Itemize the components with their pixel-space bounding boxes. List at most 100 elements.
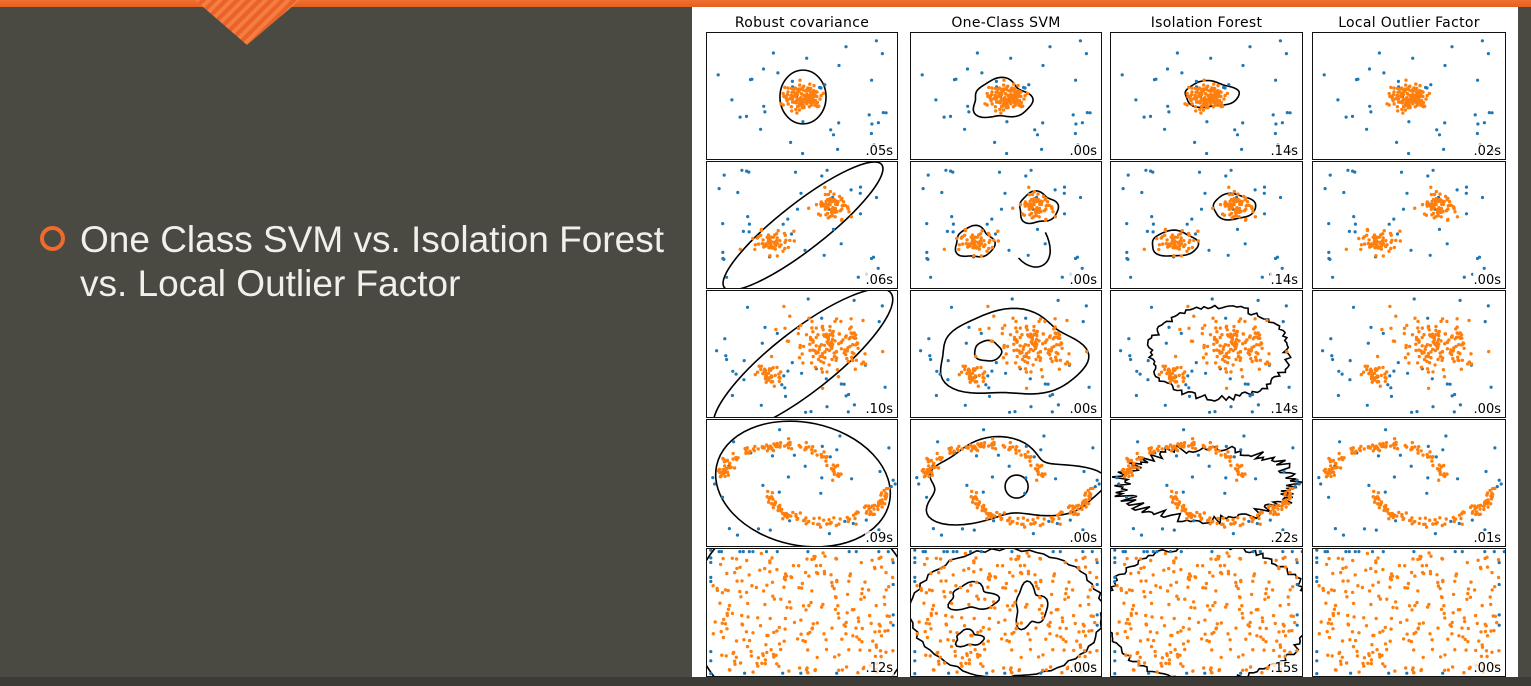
inlier-point [1465,597,1469,601]
inlier-point [1219,101,1223,105]
inlier-point [823,192,828,197]
fit-time-label: .15s [1269,661,1299,676]
inlier-point [1438,472,1442,476]
inlier-point [1384,244,1388,249]
inlier-point [725,470,730,474]
inlier-point [1407,361,1411,365]
outlier-point [1187,386,1191,390]
outlier-point [1483,528,1487,532]
inlier-point [1478,565,1483,570]
inlier-point [1138,456,1142,460]
inlier-point [810,589,814,593]
inlier-point [791,510,795,515]
inlier-point [1373,497,1377,501]
inlier-point [767,236,771,240]
inlier-point [1238,595,1242,600]
inlier-point [993,105,998,109]
inlier-point [879,500,884,504]
inlier-point [927,588,932,592]
inlier-point [1190,86,1194,90]
inlier-point [1228,455,1232,460]
inlier-point [775,236,779,240]
outlier-point [1047,519,1051,523]
inlier-point [1436,357,1440,362]
inlier-point [999,104,1004,109]
outlier-point [1327,250,1331,254]
inlier-point [1127,474,1131,479]
inlier-point [733,570,737,575]
scatter-panel-r1-c3: .00s [1312,161,1506,289]
inlier-point [1226,572,1231,576]
outlier-point [876,266,880,270]
inlier-point [1395,514,1399,518]
inlier-point [763,658,768,662]
inlier-point [1453,210,1457,214]
inlier-point [876,507,880,512]
outlier-point [1497,613,1501,617]
outlier-point [1032,455,1036,459]
inlier-point [1208,522,1212,526]
inlier-point [1428,518,1432,522]
outlier-point [730,98,734,102]
inlier-point [974,580,979,584]
inlier-point [966,245,970,249]
inlier-point [830,580,834,585]
inlier-point [1027,350,1031,354]
inlier-point [771,366,775,370]
inlier-point [1029,522,1033,526]
outlier-point [913,575,917,579]
outlier-point [887,446,891,450]
outlier-point [759,403,763,407]
inlier-point [1014,448,1018,452]
inlier-point [1053,215,1058,219]
outlier-point [1348,378,1352,382]
outlier-point [1441,671,1445,675]
inlier-point [763,661,767,666]
inlier-point [1174,380,1179,384]
inlier-point [860,587,865,591]
inlier-point [1023,605,1028,609]
inlier-point [1201,564,1205,568]
inlier-point [1436,584,1441,588]
inlier-point [828,189,833,194]
inlier-point [1026,572,1031,576]
inlier-point [884,588,888,592]
inlier-point [776,508,780,513]
outlier-point [1121,187,1125,191]
inlier-point [1174,556,1178,560]
outlier-point [1295,478,1299,482]
outlier-point [764,550,769,554]
inlier-point [1021,516,1026,520]
inlier-point [1274,504,1279,508]
inlier-point [1149,558,1153,563]
inlier-point [761,371,765,376]
inlier-point [805,102,809,106]
inlier-point [922,562,927,567]
inlier-point [1442,375,1447,379]
outlier-point [1145,229,1149,233]
scatter-plot [915,428,1101,537]
inlier-point [867,613,872,618]
inlier-point [959,370,964,374]
inlier-point [1423,347,1427,352]
inlier-point [985,511,989,516]
inlier-point [730,556,734,560]
outlier-point [831,133,836,137]
inlier-point [844,620,848,625]
outlier-point [1273,131,1277,136]
inlier-point [756,656,761,660]
inlier-point [1380,232,1385,236]
inlier-point [861,318,865,323]
inlier-point [1388,304,1392,309]
inlier-point [726,588,730,593]
inlier-point [1186,639,1190,643]
inlier-point [1324,562,1329,567]
outlier-point [1005,151,1009,156]
inlier-point [1419,98,1424,103]
outlier-point [1129,275,1133,279]
inlier-point [1415,600,1419,605]
inlier-point [716,469,720,473]
outlier-point [1434,455,1438,459]
outlier-point [1281,528,1285,532]
inlier-point [1149,446,1153,450]
